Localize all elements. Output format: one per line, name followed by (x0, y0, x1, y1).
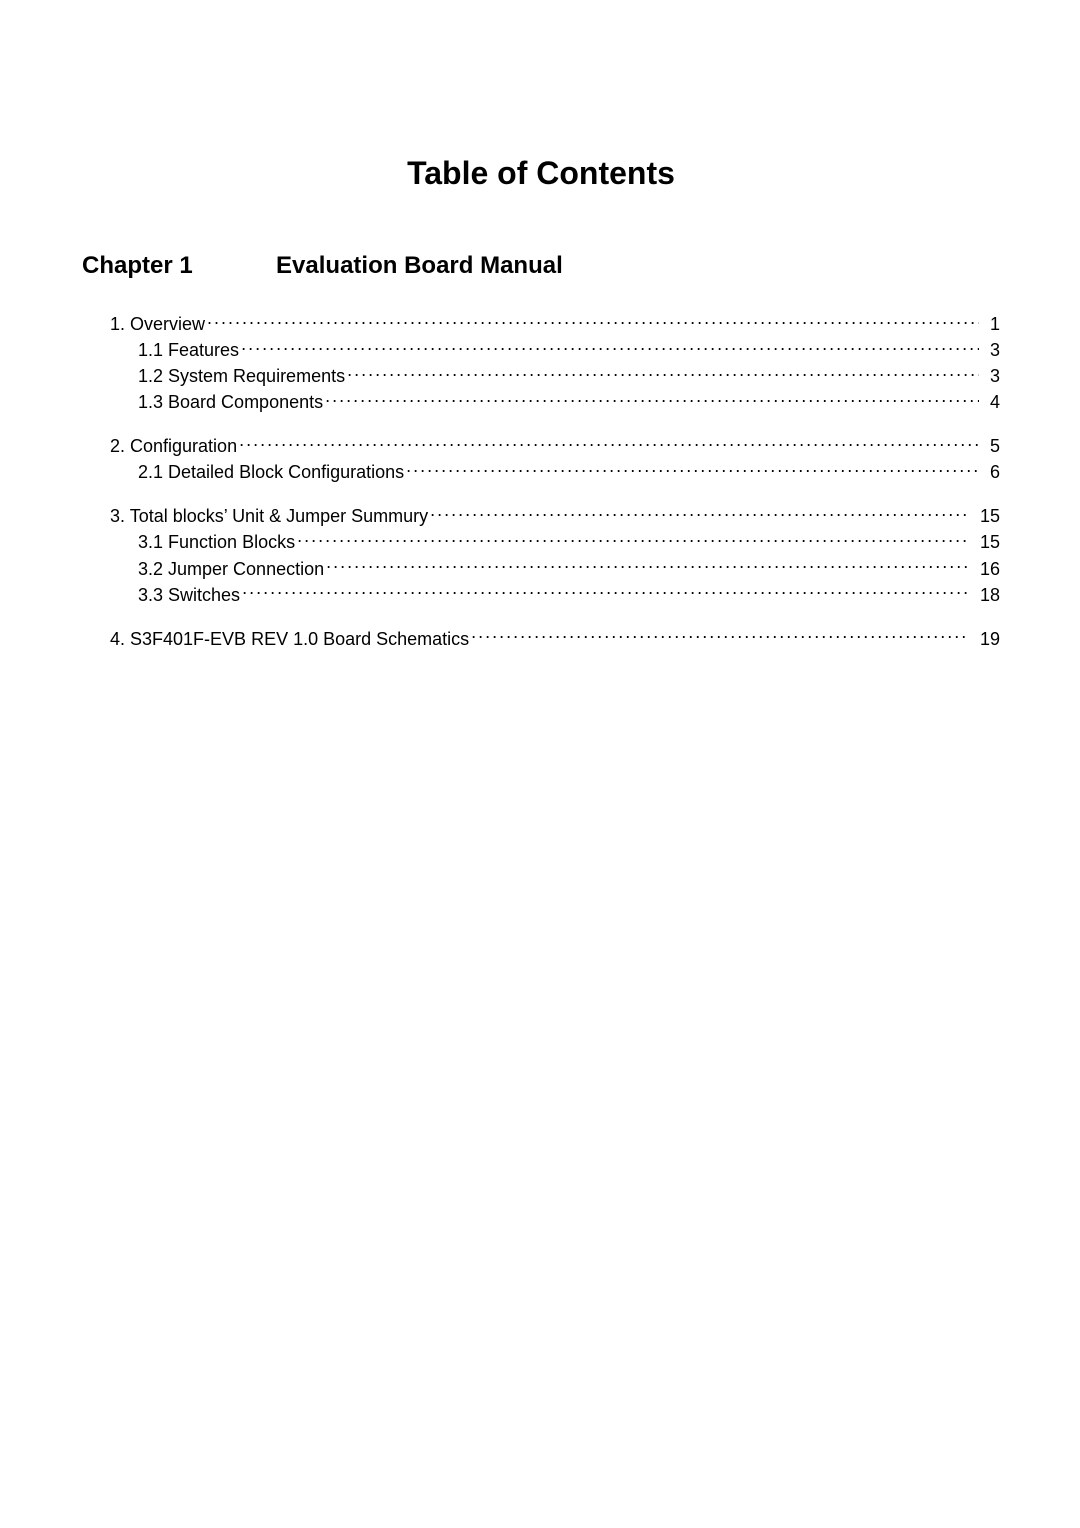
toc-entry-label: 3.2 Jumper Connection (138, 557, 324, 581)
toc-entry-label: 1.1 Features (138, 338, 239, 362)
toc-dot-leader (326, 555, 969, 575)
toc-dot-leader (347, 362, 979, 382)
toc-entry: 1. Overview 1 (82, 310, 1000, 336)
toc-entry-label: 3.1 Function Blocks (138, 530, 295, 554)
toc-entry: 2.1 Detailed Block Configurations 6 (82, 458, 1000, 484)
toc-entry-label: 3. Total blocks’ Unit & Jumper Summury (110, 504, 428, 528)
toc-entry-label: 2.1 Detailed Block Configurations (138, 460, 404, 484)
toc-entry-page: 18 (971, 583, 1000, 607)
toc-dot-leader (325, 388, 979, 408)
toc-entry: 3.2 Jumper Connection 16 (82, 555, 1000, 581)
toc-dot-leader (207, 310, 979, 330)
toc-dot-leader (239, 432, 979, 452)
toc-entry: 3. Total blocks’ Unit & Jumper Summury 15 (82, 503, 1000, 529)
toc-entry-page: 3 (981, 364, 1000, 388)
toc-title: Table of Contents (82, 155, 1000, 192)
toc-group: 4. S3F401F-EVB REV 1.0 Board Schematics 1… (82, 625, 1000, 651)
toc-entry-page: 16 (971, 557, 1000, 581)
toc-entry-label: 2. Configuration (110, 434, 237, 458)
toc-entry-label: 3.3 Switches (138, 583, 240, 607)
toc-dot-leader (297, 529, 969, 549)
toc-entry: 4. S3F401F-EVB REV 1.0 Board Schematics 1… (82, 625, 1000, 651)
toc-entry-label: 1.3 Board Components (138, 390, 323, 414)
toc-entry: 1.1 Features 3 (82, 336, 1000, 362)
toc-entry: 3.3 Switches 18 (82, 581, 1000, 607)
toc-dot-leader (430, 503, 969, 523)
toc-entry-page: 15 (971, 530, 1000, 554)
toc-dot-leader (242, 581, 969, 601)
toc-entry-label: 1. Overview (110, 312, 205, 336)
toc-entry-page: 15 (971, 504, 1000, 528)
toc-entry-page: 4 (981, 390, 1000, 414)
toc-entry-page: 19 (971, 627, 1000, 651)
document-page: Table of Contents Chapter 1 Evaluation B… (0, 0, 1080, 1528)
toc-entry: 3.1 Function Blocks 15 (82, 529, 1000, 555)
toc-entry: 1.3 Board Components 4 (82, 388, 1000, 414)
chapter-label: Chapter 1 (82, 252, 193, 280)
toc-entry-label: 1.2 System Requirements (138, 364, 345, 388)
toc-entry-page: 3 (981, 338, 1000, 362)
toc-dot-leader (241, 336, 979, 356)
toc-group: 2. Configuration52.1 Detailed Block Conf… (82, 432, 1000, 484)
toc-entry: 1.2 System Requirements 3 (82, 362, 1000, 388)
chapter-heading: Chapter 1 Evaluation Board Manual (82, 252, 1000, 280)
toc-entry-page: 5 (981, 434, 1000, 458)
toc-entry-label: 4. S3F401F-EVB REV 1.0 Board Schematics (110, 627, 469, 651)
toc-dot-leader (471, 625, 969, 645)
toc-group: 3. Total blocks’ Unit & Jumper Summury 15… (82, 503, 1000, 607)
toc-entry: 2. Configuration 5 (82, 432, 1000, 458)
toc-body: 1. Overview11.1 Features31.2 System Requ… (82, 310, 1000, 651)
toc-entry-page: 1 (981, 312, 1000, 336)
toc-dot-leader (406, 458, 979, 478)
toc-group: 1. Overview11.1 Features31.2 System Requ… (82, 310, 1000, 414)
chapter-title: Evaluation Board Manual (276, 252, 563, 280)
toc-entry-page: 6 (981, 460, 1000, 484)
